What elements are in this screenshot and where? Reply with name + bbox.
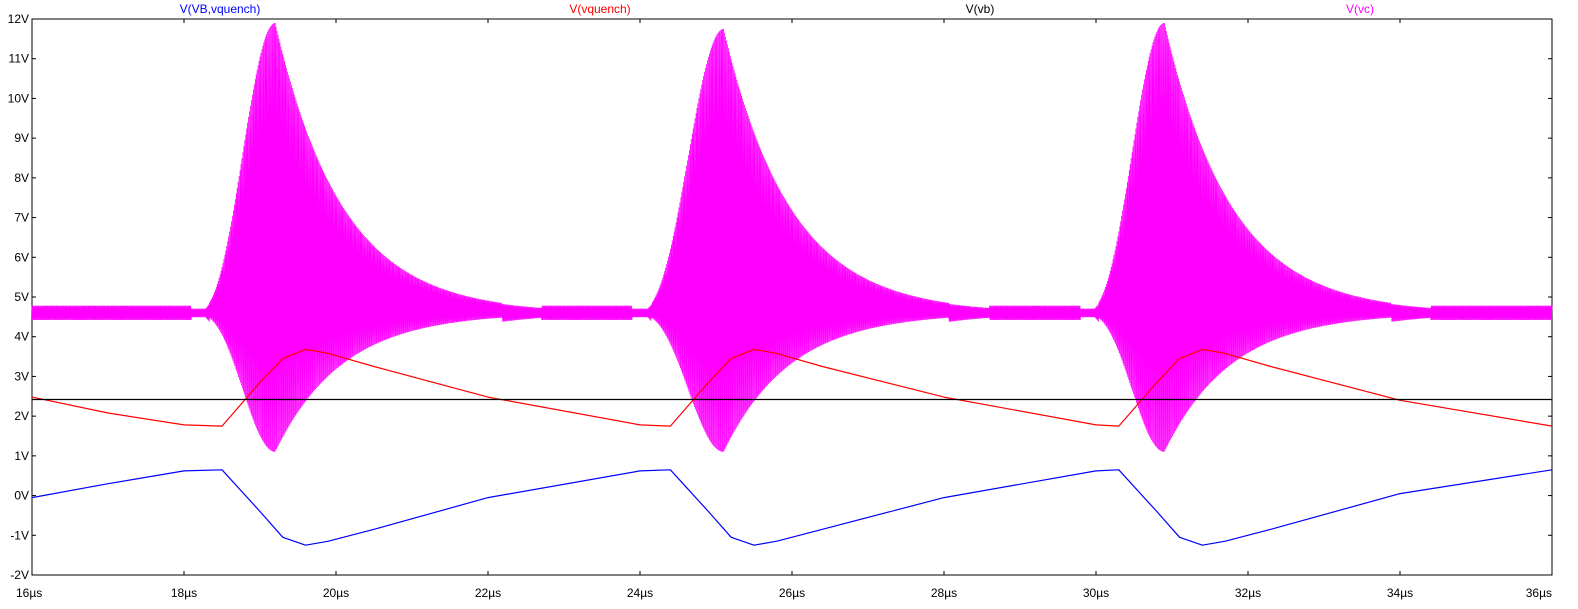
legend-entry: V(vc) bbox=[1346, 2, 1374, 16]
series-vc-line bbox=[31, 22, 1553, 452]
series-vquench-line bbox=[31, 348, 1553, 427]
x-tick-label: 28µs bbox=[931, 586, 957, 600]
x-tick-label: 20µs bbox=[323, 586, 349, 600]
x-tick-label: 16µs bbox=[16, 586, 42, 600]
y-tick-label: 8V bbox=[14, 171, 29, 185]
y-tick-label: 7V bbox=[14, 211, 29, 225]
y-tick-label: -2V bbox=[10, 568, 29, 582]
y-tick-label: 5V bbox=[14, 290, 29, 304]
y-tick-label: 12V bbox=[8, 12, 29, 26]
y-tick-label: 3V bbox=[14, 369, 29, 383]
y-tick-label: 6V bbox=[14, 250, 29, 264]
x-tick-label: 24µs bbox=[627, 586, 653, 600]
x-tick-label: 18µs bbox=[171, 586, 197, 600]
legend-entry: V(vb) bbox=[966, 2, 995, 16]
y-tick-label: 2V bbox=[14, 409, 29, 423]
legend-entry: V(VB,vquench) bbox=[180, 2, 261, 16]
x-tick-label: 30µs bbox=[1083, 586, 1109, 600]
x-tick-label: 36µs bbox=[1526, 586, 1552, 600]
x-tick-label: 32µs bbox=[1235, 586, 1261, 600]
x-tick-label: 26µs bbox=[779, 586, 805, 600]
y-tick-label: 4V bbox=[14, 330, 29, 344]
y-tick-label: 10V bbox=[8, 91, 29, 105]
x-tick-label: 22µs bbox=[475, 586, 501, 600]
legend-entry: V(vquench) bbox=[569, 2, 630, 16]
y-tick-label: -1V bbox=[10, 528, 29, 542]
y-tick-label: 11V bbox=[9, 52, 29, 66]
y-tick-label: 1V bbox=[14, 449, 29, 463]
series-vb-vquench-line bbox=[31, 469, 1553, 546]
y-tick-label: 9V bbox=[14, 131, 29, 145]
x-tick-label: 34µs bbox=[1387, 586, 1413, 600]
y-tick-label: 0V bbox=[14, 489, 29, 503]
